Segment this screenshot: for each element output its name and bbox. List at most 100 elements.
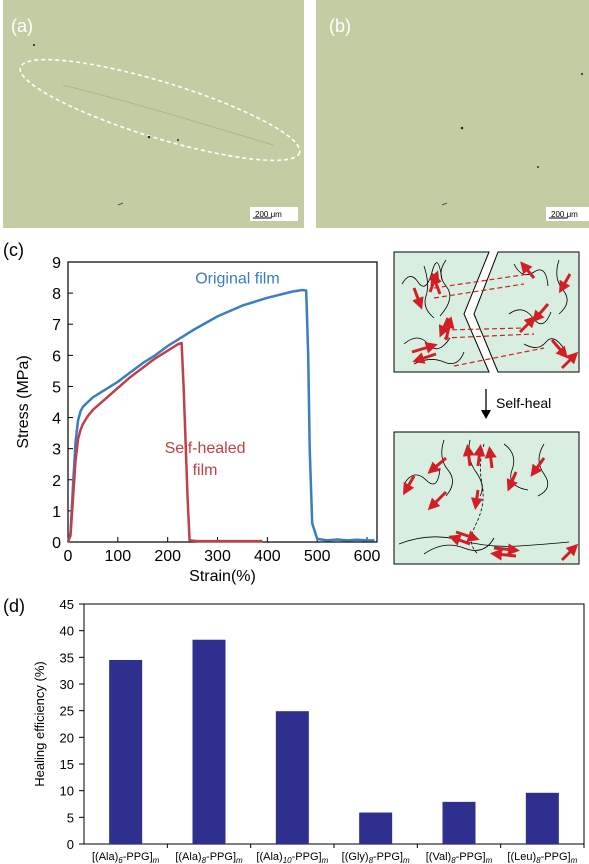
arrow <box>559 273 572 294</box>
y-tick-label: 45 <box>60 597 74 612</box>
y-tick-label: 40 <box>60 624 74 639</box>
bar <box>275 711 309 844</box>
series-line-original-film <box>66 288 375 543</box>
category-label: [(Val)8-PPG]m <box>426 851 493 864</box>
polymer-chain <box>401 262 443 287</box>
x-tick-label: 400 <box>254 548 281 565</box>
y-tick-label: 1 <box>52 504 61 521</box>
y-axis-label: Healing efficiency (%) <box>32 661 47 786</box>
x-axis-label: Strain(%) <box>189 568 256 585</box>
healed-film-diagram <box>393 431 580 565</box>
self-heal-label: Self-heal <box>496 395 551 411</box>
stress-strain-labels: Original film Self-healed film <box>165 271 280 480</box>
healing-efficiency-labels: [(Ala)6-PPG]m [(Ala)8-PPG]m [(Ala)10-PPG]m… <box>92 851 578 864</box>
healing-efficiency-bars <box>109 639 559 844</box>
arrow <box>427 456 447 474</box>
panel-label-b: (b) <box>329 16 351 36</box>
polymer-chain <box>523 338 567 353</box>
hydrogen-bond-arrows-top <box>411 261 579 370</box>
x-tick-label: 200 <box>154 548 181 565</box>
interaction-line <box>433 273 530 289</box>
particle <box>177 139 179 141</box>
y-tick-label: 25 <box>60 704 74 719</box>
arrow <box>484 446 497 469</box>
y-tick-label: 10 <box>60 784 74 799</box>
y-tick-label: 7 <box>52 317 61 334</box>
polymer-chain <box>423 265 435 319</box>
scale-bar-label: 200 μm <box>551 210 578 219</box>
film-healed <box>393 431 580 565</box>
y-tick-label: 5 <box>52 379 61 396</box>
y-tick-label: 0 <box>67 837 74 852</box>
y-tick-label: 35 <box>60 650 74 665</box>
polymer-chain <box>423 537 495 555</box>
polymer-chain <box>403 467 441 485</box>
particle <box>117 202 124 206</box>
arrow <box>403 475 416 496</box>
bar <box>359 812 393 844</box>
y-tick-label: 8 <box>52 286 61 303</box>
series-label-original-film: Original film <box>195 271 279 288</box>
panel-label-d: (d) <box>3 596 25 616</box>
arrow <box>560 351 579 370</box>
arrow <box>455 530 480 542</box>
healing-efficiency-axes: 0 5 10 15 20 25 30 35 40 45 Healing efficiency (%) <box>32 597 585 852</box>
y-tick-label: 30 <box>60 677 74 692</box>
crack-region-ellipse <box>19 58 301 162</box>
micrograph-b-image: 200 μm <box>316 0 589 228</box>
micrograph-a-image: 200 μm <box>3 0 304 228</box>
stress-strain-chart: 0 1 2 3 4 5 6 7 8 9 0 100 200 300 400 500 600 Strain(%) St… <box>15 255 380 585</box>
polymer-chain <box>398 536 570 547</box>
panel-label-a: (a) <box>11 16 33 36</box>
arrow <box>560 543 579 562</box>
bar <box>442 801 476 844</box>
y-tick-label: 0 <box>52 535 61 552</box>
polymer-chain <box>513 263 549 287</box>
arrow <box>506 471 518 492</box>
arrow <box>473 444 486 467</box>
arrow <box>518 315 537 334</box>
arrow <box>411 341 438 354</box>
arrow <box>442 316 455 341</box>
micrograph-b: 200 μm <box>316 0 589 228</box>
category-label: [(Ala)10-PPG]m <box>256 851 328 864</box>
micrograph-b-background <box>316 0 589 228</box>
arrow <box>530 457 546 477</box>
particle <box>32 43 36 47</box>
bar <box>525 792 559 844</box>
x-tick-label: 300 <box>204 548 231 565</box>
y-tick-label: 9 <box>52 255 61 272</box>
x-tick-label: 0 <box>64 548 73 565</box>
x-tick-label: 100 <box>104 548 131 565</box>
y-tick-label: 5 <box>67 810 74 825</box>
series-line-self-healed-film <box>66 341 263 543</box>
micrograph-a: 200 μm <box>3 0 304 228</box>
stress-strain-axes: 0 1 2 3 4 5 6 7 8 9 0 100 200 300 400 500 600 Strain(%) St… <box>15 255 380 585</box>
arrow <box>462 444 475 467</box>
healing-efficiency-chart: 0 5 10 15 20 25 30 35 40 45 Healing efficiency (%)… <box>32 597 585 864</box>
arrow <box>430 272 442 295</box>
particle <box>580 72 584 76</box>
particle <box>441 202 448 206</box>
arrow <box>427 490 448 511</box>
arrow <box>520 261 536 279</box>
x-tick-label: 600 <box>354 548 381 565</box>
plot-frame <box>83 603 585 845</box>
polymer-chain <box>441 439 453 497</box>
panel-label-c: (c) <box>3 240 24 260</box>
arrow <box>412 287 424 310</box>
y-axis-label: Stress (MPa) <box>15 355 32 448</box>
category-label: [(Leu)8-PPG]m <box>507 851 577 864</box>
category-label: [(Ala)6-PPG]m <box>92 851 160 864</box>
polymer-chain <box>537 443 549 497</box>
particle <box>147 135 151 139</box>
arrow <box>490 548 517 561</box>
broken-film-diagram <box>393 251 580 373</box>
self-heal-schematic: Self-heal <box>393 251 580 565</box>
particle <box>460 126 464 130</box>
plot-frame <box>67 261 378 543</box>
y-tick-label: 2 <box>52 473 61 490</box>
series-label-self-healed-film: Self-healed <box>165 440 246 457</box>
bar <box>192 639 226 844</box>
y-tick-label: 15 <box>60 757 74 772</box>
